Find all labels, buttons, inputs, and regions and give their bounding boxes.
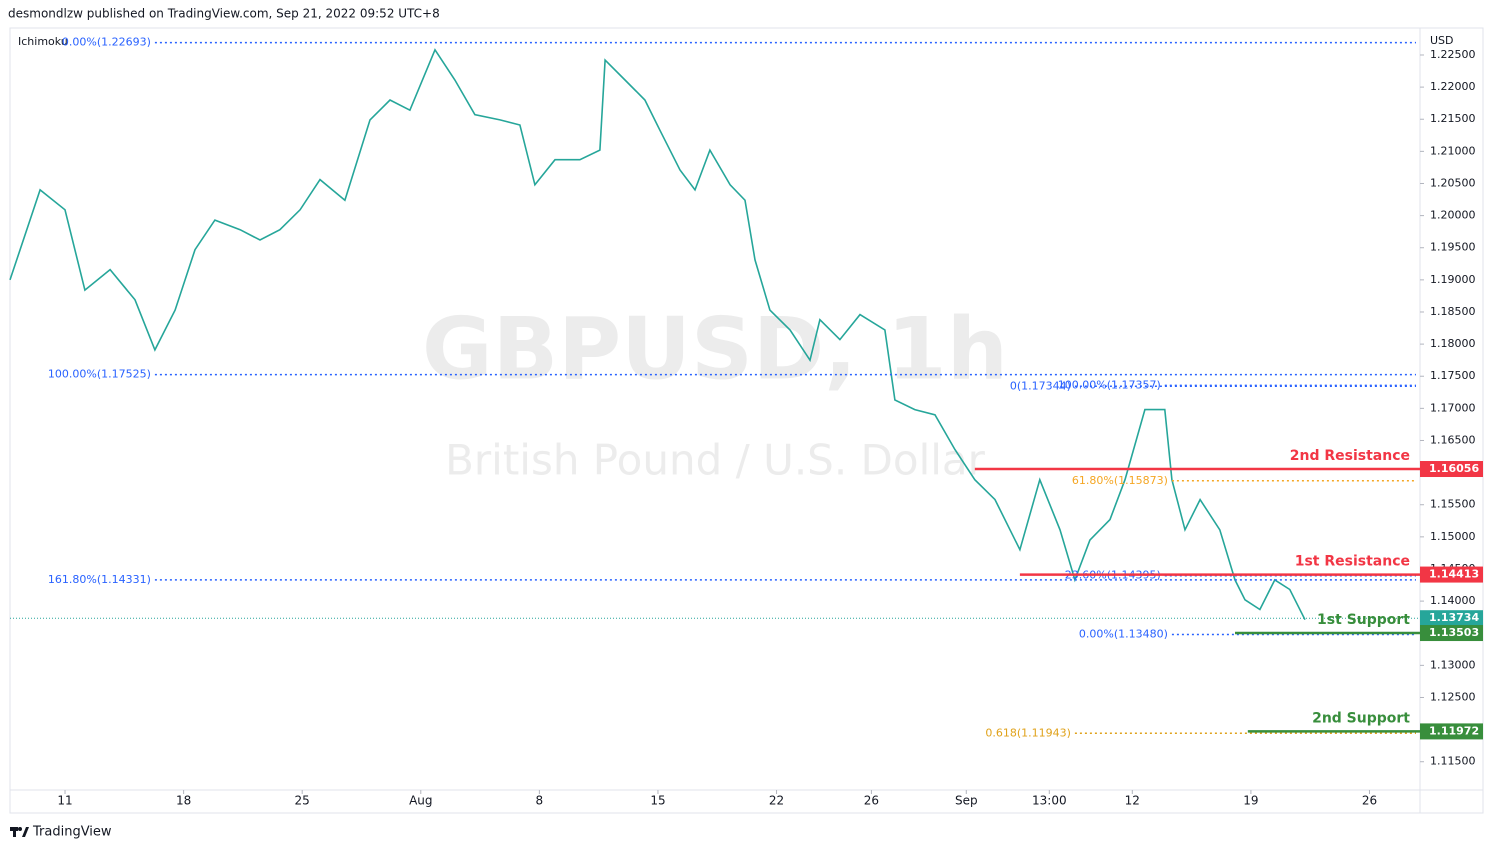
level-price-label: 1.11972 (1429, 724, 1479, 737)
indicator-label: Ichimoku (18, 35, 68, 48)
x-tick-label: 11 (57, 794, 72, 808)
y-tick-label: 1.21000 (1430, 144, 1476, 157)
x-tick-label: 19 (1243, 794, 1258, 808)
level-label: 1st Resistance (1295, 554, 1410, 570)
y-tick-label: 1.18500 (1430, 305, 1476, 318)
x-tick-label: 26 (864, 794, 879, 808)
y-tick-label: 1.15000 (1430, 530, 1476, 543)
watermark-symbol: GBPUSD, 1h (422, 299, 1008, 399)
y-tick-label: 1.17000 (1430, 401, 1476, 414)
y-tick-label: 1.20000 (1430, 209, 1476, 222)
level-price-label: 1.13503 (1429, 626, 1479, 639)
level-price-box (1420, 461, 1483, 478)
last-price-box (1420, 610, 1483, 627)
fib-label: 100.00%(1.17357) (1058, 378, 1161, 391)
y-tick-label: 1.19000 (1430, 273, 1476, 286)
y-tick-label: 1.22500 (1430, 48, 1476, 61)
x-tick-label: 13:00 (1032, 794, 1067, 808)
level-price-box (1420, 723, 1483, 740)
x-tick-label: 22 (769, 794, 784, 808)
header: desmondlzw published on TradingView.com,… (8, 7, 440, 21)
y-tick-label: 1.19500 (1430, 241, 1476, 254)
y-tick-label: 1.17500 (1430, 369, 1476, 382)
y-tick-label: 1.20500 (1430, 176, 1476, 189)
x-tick-label: 18 (176, 794, 191, 808)
footer: TradingView (32, 825, 112, 840)
fib-label: 0.618(1.11943) (985, 726, 1071, 739)
level-price-label: 1.16056 (1429, 462, 1479, 475)
fib-label: 0(1.17344) (1010, 379, 1071, 392)
y-tick-label: 1.16500 (1430, 433, 1476, 446)
last-price-label: 1.13734 (1429, 611, 1479, 624)
y-tick-label: 1.22000 (1430, 80, 1476, 93)
x-tick-label: 8 (536, 794, 544, 808)
level-label: 2nd Resistance (1290, 448, 1410, 464)
x-tick-label: 26 (1362, 794, 1377, 808)
y-tick-label: 1.14000 (1430, 594, 1476, 607)
x-tick-label: Aug (409, 794, 432, 808)
y-tick-label: 1.13000 (1430, 658, 1476, 671)
watermark-description: British Pound / U.S. Dollar (445, 436, 986, 485)
level-label: 2nd Support (1312, 710, 1410, 726)
price-line (9, 48, 1306, 621)
level-price-label: 1.14413 (1429, 568, 1479, 581)
y-tick-label: 1.18000 (1430, 337, 1476, 350)
y-tick-label: 1.15500 (1430, 498, 1476, 511)
x-tick-label: Sep (955, 794, 978, 808)
fib-label: 100.00%(1.17525) (48, 368, 151, 381)
currency: USD (1430, 34, 1454, 47)
level-label: 1st Support (1317, 612, 1410, 628)
level-price-box (1420, 566, 1483, 583)
frame (9, 27, 1484, 814)
y-tick-label: 1.11500 (1430, 755, 1476, 768)
fib-label: 0.00%(1.22693) (62, 36, 151, 49)
fib-label: 61.80%(1.15873) (1072, 474, 1168, 487)
fib-label: 161.80%(1.14331) (48, 573, 151, 586)
x-tick-label: 25 (295, 794, 310, 808)
fib-label: 0.00%(1.13480) (1079, 628, 1168, 641)
level-price-box (1420, 625, 1483, 642)
x-tick-label: 12 (1125, 794, 1140, 808)
y-tick-label: 1.12500 (1430, 690, 1476, 703)
logo (10, 827, 29, 837)
x-tick-label: 15 (650, 794, 665, 808)
y-tick-label: 1.21500 (1430, 112, 1476, 125)
